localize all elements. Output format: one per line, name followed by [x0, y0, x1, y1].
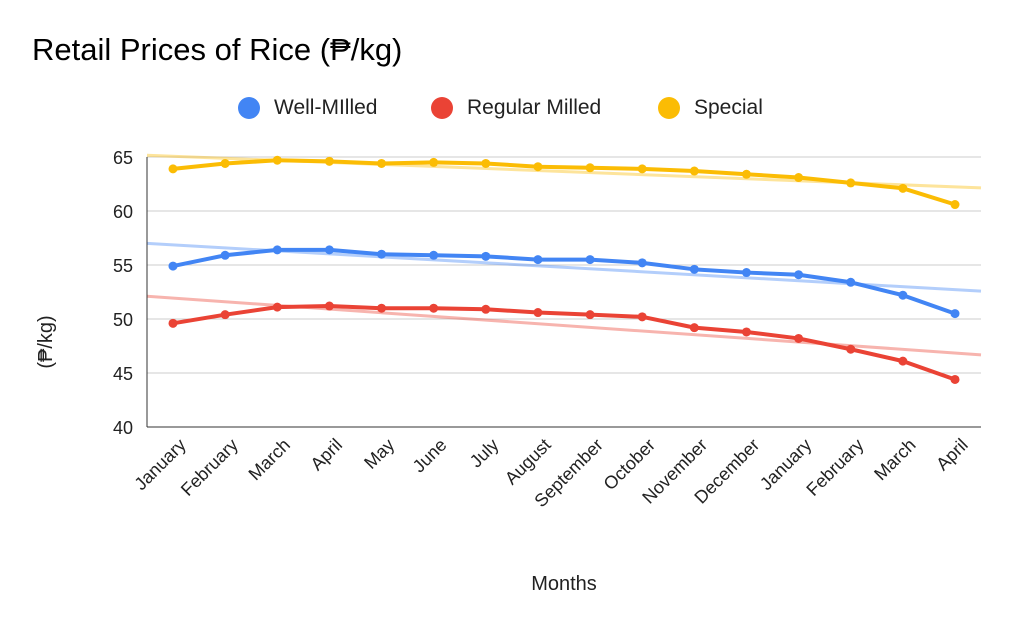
y-axis-title: (₱/kg) [35, 315, 57, 368]
x-axis-title: Months [531, 573, 597, 595]
chart-title: Retail Prices of Rice (₱/kg) [32, 32, 403, 67]
x-tick-label: March [245, 435, 295, 485]
legend-item-regular-milled[interactable]: Regular Milled [431, 92, 601, 124]
gridlines [147, 156, 981, 374]
series-line-0 [171, 247, 957, 316]
legend-marker-well-milled [238, 97, 260, 119]
x-tick-label: February [177, 435, 242, 500]
data-point[interactable] [898, 183, 908, 193]
data-point[interactable] [950, 374, 960, 384]
data-point[interactable] [794, 270, 804, 280]
data-point[interactable] [220, 250, 230, 260]
data-point[interactable] [324, 245, 334, 255]
y-tick-label: 50 [113, 310, 133, 330]
x-tick-label: April [307, 435, 347, 475]
data-point[interactable] [324, 301, 334, 311]
x-tick-label: February [802, 435, 867, 500]
data-point[interactable] [272, 245, 282, 255]
data-point[interactable] [324, 156, 334, 166]
data-point[interactable] [168, 164, 178, 174]
legend: Well-MIlled Regular Milled Special [0, 92, 1012, 124]
data-point[interactable] [429, 303, 439, 313]
x-tick-label: May [360, 435, 398, 473]
legend-marker-regular-milled [431, 97, 453, 119]
data-point[interactable] [220, 310, 230, 320]
legend-item-well-milled[interactable]: Well-MIlled [238, 92, 377, 124]
x-tick-label: March [870, 435, 920, 485]
data-point[interactable] [741, 268, 751, 278]
data-point[interactable] [689, 166, 699, 176]
data-point[interactable] [741, 327, 751, 337]
y-tick-label: 65 [113, 148, 133, 168]
data-point[interactable] [168, 318, 178, 328]
data-point[interactable] [168, 261, 178, 271]
data-point[interactable] [377, 303, 387, 313]
data-point[interactable] [950, 200, 960, 210]
series-line-2 [171, 158, 957, 207]
legend-label-regular-milled: Regular Milled [467, 96, 602, 119]
data-point[interactable] [377, 158, 387, 168]
data-point[interactable] [950, 309, 960, 319]
data-point[interactable] [533, 162, 543, 172]
legend-item-special[interactable]: Special [658, 92, 763, 124]
data-point[interactable] [585, 163, 595, 173]
x-tick-label: April [932, 435, 972, 475]
data-point[interactable] [898, 356, 908, 366]
data-point[interactable] [377, 249, 387, 259]
data-point[interactable] [637, 164, 647, 174]
data-point[interactable] [533, 308, 543, 318]
legend-marker-special [658, 97, 680, 119]
y-axis-tick-labels: 40 45 50 55 60 65 [113, 148, 133, 438]
legend-label-well-milled: Well-MIlled [274, 96, 378, 119]
data-point[interactable] [585, 310, 595, 320]
data-point[interactable] [741, 169, 751, 179]
data-point[interactable] [585, 255, 595, 265]
data-point[interactable] [689, 264, 699, 274]
data-point[interactable] [846, 178, 856, 188]
data-point[interactable] [272, 302, 282, 312]
data-point[interactable] [429, 157, 439, 167]
legend-label-special: Special [694, 96, 763, 119]
data-point[interactable] [533, 255, 543, 265]
data-point[interactable] [272, 155, 282, 165]
data-point[interactable] [637, 312, 647, 322]
data-point[interactable] [846, 344, 856, 354]
y-tick-label: 60 [113, 202, 133, 222]
data-point[interactable] [689, 323, 699, 333]
y-tick-label: 40 [113, 418, 133, 438]
data-point[interactable] [481, 158, 491, 168]
y-tick-label: 55 [113, 256, 133, 276]
data-point[interactable] [481, 251, 491, 261]
x-tick-label: June [409, 435, 451, 477]
data-point[interactable] [794, 333, 804, 343]
data-point[interactable] [481, 304, 491, 314]
data-point[interactable] [637, 258, 647, 268]
x-tick-label: July [466, 435, 503, 472]
data-point[interactable] [898, 290, 908, 300]
data-point[interactable] [429, 250, 439, 260]
y-tick-label: 45 [113, 364, 133, 384]
series-line-1 [171, 304, 957, 382]
series-lines [168, 155, 960, 384]
data-point[interactable] [794, 173, 804, 183]
trendline-series-1 [146, 294, 982, 357]
data-point[interactable] [220, 158, 230, 168]
data-point[interactable] [846, 277, 856, 287]
